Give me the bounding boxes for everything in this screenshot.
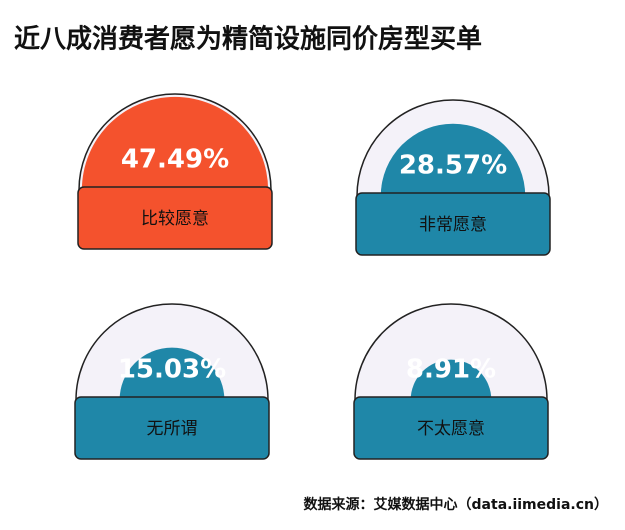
category-label: 不太愿意 [417, 419, 485, 439]
gauge-fill [119, 347, 225, 400]
gauge-outline [354, 303, 548, 410]
value-label: 28.57% [399, 151, 507, 181]
category-label: 比较愿意 [141, 209, 209, 229]
value-label: 8.91% [406, 355, 496, 385]
gauge-fill [380, 123, 526, 196]
label-box [355, 192, 551, 256]
source-note: 数据来源：艾媒数据中心（data.iimedia.cn） [304, 496, 608, 513]
gauge-fill [81, 96, 269, 190]
category-label: 非常愿意 [419, 215, 487, 235]
category-label: 无所谓 [147, 419, 198, 439]
chart-title: 近八成消费者愿为精简设施同价房型买单 [14, 24, 482, 55]
label-box [353, 396, 549, 460]
label-box [77, 186, 273, 250]
label-box [74, 396, 270, 460]
value-label: 47.49% [121, 145, 229, 175]
gauge-fill [410, 359, 492, 400]
value-label: 15.03% [118, 355, 226, 385]
